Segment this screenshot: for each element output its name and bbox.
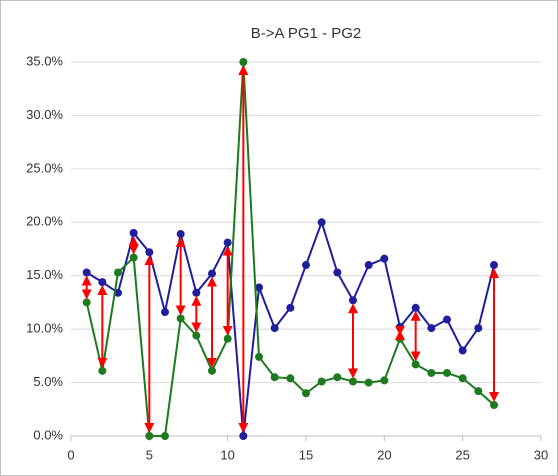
data-point bbox=[192, 331, 201, 340]
data-point bbox=[396, 323, 404, 332]
data-point bbox=[223, 334, 232, 343]
data-point bbox=[192, 288, 201, 297]
data-point bbox=[145, 432, 154, 440]
data-point bbox=[443, 368, 451, 377]
data-point bbox=[474, 387, 483, 396]
data-point bbox=[270, 324, 279, 333]
data-point bbox=[176, 314, 185, 323]
data-point bbox=[317, 377, 326, 386]
data-point bbox=[302, 261, 310, 270]
x-tick-label: 10 bbox=[220, 447, 234, 462]
x-tick-label: 20 bbox=[377, 447, 391, 462]
data-point bbox=[474, 324, 483, 333]
data-point bbox=[490, 401, 498, 410]
data-point bbox=[286, 303, 295, 312]
data-point bbox=[427, 324, 436, 333]
data-point bbox=[129, 228, 138, 237]
data-point bbox=[490, 261, 498, 270]
y-tick-label: 15.0% bbox=[26, 267, 63, 282]
data-point bbox=[380, 376, 389, 385]
data-point bbox=[427, 368, 436, 377]
data-point bbox=[82, 268, 91, 277]
data-point bbox=[411, 303, 420, 312]
data-point bbox=[239, 58, 248, 66]
data-point bbox=[239, 432, 248, 440]
x-tick-label: 30 bbox=[534, 447, 548, 462]
y-tick-label: 35.0% bbox=[26, 53, 63, 68]
y-tick-label: 30.0% bbox=[26, 107, 63, 122]
data-point bbox=[333, 268, 342, 277]
data-point bbox=[223, 238, 232, 247]
data-point bbox=[364, 261, 373, 270]
x-tick-label: 5 bbox=[146, 447, 153, 462]
data-point bbox=[114, 268, 122, 277]
data-point bbox=[145, 248, 154, 257]
data-point bbox=[458, 374, 467, 383]
data-point bbox=[270, 373, 279, 382]
y-tick-label: 10.0% bbox=[26, 321, 63, 336]
data-point bbox=[380, 254, 389, 263]
data-point bbox=[333, 373, 342, 382]
data-point bbox=[161, 432, 169, 440]
data-point bbox=[255, 352, 263, 361]
data-point bbox=[208, 269, 216, 278]
data-point bbox=[349, 296, 357, 305]
data-point bbox=[349, 377, 357, 386]
y-tick-label: 25.0% bbox=[26, 160, 63, 175]
data-point bbox=[411, 360, 420, 369]
data-point bbox=[98, 278, 107, 287]
data-point bbox=[317, 218, 326, 227]
data-point bbox=[302, 389, 310, 398]
data-point bbox=[176, 230, 185, 239]
data-point bbox=[458, 346, 467, 355]
data-point bbox=[286, 374, 295, 383]
data-point bbox=[129, 253, 138, 262]
x-tick-label: 0 bbox=[67, 447, 74, 462]
y-tick-label: 0.0% bbox=[33, 427, 63, 442]
y-tick-label: 20.0% bbox=[26, 214, 63, 229]
data-point bbox=[396, 334, 404, 343]
data-point bbox=[364, 378, 373, 387]
data-point bbox=[208, 366, 216, 375]
y-tick-label: 5.0% bbox=[33, 374, 63, 389]
x-tick-label: 25 bbox=[455, 447, 469, 462]
data-point bbox=[82, 298, 91, 307]
chart-title: B->A PG1 - PG2 bbox=[251, 25, 361, 42]
x-tick-label: 15 bbox=[299, 447, 313, 462]
data-point bbox=[255, 283, 263, 292]
data-point bbox=[98, 366, 107, 375]
data-point bbox=[161, 308, 169, 317]
data-point bbox=[443, 315, 451, 324]
